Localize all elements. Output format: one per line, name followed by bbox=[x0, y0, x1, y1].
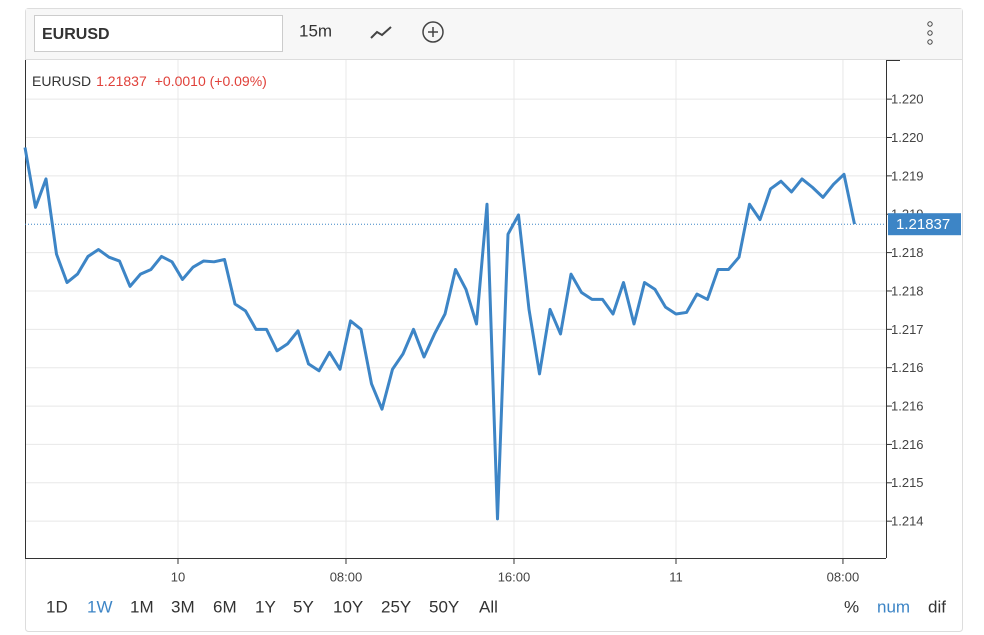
x-tick-label: 11 bbox=[669, 569, 683, 584]
y-tick-label: 1.214 bbox=[891, 514, 924, 529]
range-button[interactable]: 1M bbox=[130, 597, 154, 616]
mode-button[interactable]: dif bbox=[928, 597, 946, 616]
range-button[interactable]: 10Y bbox=[333, 597, 363, 616]
mode-button[interactable]: num bbox=[877, 597, 910, 616]
y-tick-label: 1.216 bbox=[891, 360, 924, 375]
x-tick-label: 08:00 bbox=[330, 569, 363, 584]
menu-icon[interactable] bbox=[927, 21, 933, 45]
legend: EURUSD 1.21837 +0.0010 (+0.09%) bbox=[32, 73, 267, 89]
range-bar: 1D 1W 1M 3M 6M 1Y 5Y 10Y 25Y 50Y All% num dif bbox=[46, 597, 946, 616]
range-button[interactable]: All bbox=[479, 597, 498, 616]
chart-type-icon[interactable] bbox=[370, 26, 392, 39]
x-tick-label: 08:00 bbox=[827, 569, 860, 584]
y-tick-label: 1.218 bbox=[891, 283, 924, 298]
symbol-input[interactable] bbox=[34, 15, 283, 52]
y-tick-label: 1.219 bbox=[891, 168, 924, 183]
y-tick-label: 1.220 bbox=[891, 130, 924, 145]
range-button[interactable]: 1W bbox=[87, 597, 113, 616]
x-tick-label: 10 bbox=[171, 569, 185, 584]
range-button[interactable]: 25Y bbox=[381, 597, 411, 616]
y-tick-label: 1.217 bbox=[891, 322, 924, 337]
range-button[interactable]: 6M bbox=[213, 597, 237, 616]
add-indicator-icon[interactable] bbox=[422, 21, 444, 43]
range-button[interactable]: 1D bbox=[46, 597, 68, 616]
x-tick-label: 16:00 bbox=[498, 569, 531, 584]
legend-symbol: EURUSD bbox=[32, 73, 91, 89]
plot: 1008:0016:001108:001.2201.2201.2191.2191… bbox=[23, 60, 961, 584]
legend-price: 1.21837 bbox=[96, 73, 147, 89]
range-button[interactable]: 50Y bbox=[429, 597, 459, 616]
range-button[interactable]: 1Y bbox=[255, 597, 276, 616]
range-button[interactable]: 5Y bbox=[293, 597, 314, 616]
last-price-label: 1.21837 bbox=[896, 216, 950, 233]
last-price-badge bbox=[888, 213, 961, 236]
frame bbox=[25, 8, 963, 632]
price-line bbox=[23, 147, 856, 521]
y-tick-label: 1.220 bbox=[891, 92, 924, 107]
range-button[interactable]: 3M bbox=[171, 597, 195, 616]
y-tick-label: 1.216 bbox=[891, 437, 924, 452]
y-tick-label: 1.215 bbox=[891, 475, 924, 490]
interval-button[interactable]: 15m bbox=[299, 21, 332, 40]
y-tick-label: 1.218 bbox=[891, 245, 924, 260]
y-tick-label: 1.216 bbox=[891, 399, 924, 414]
legend-change: +0.0010 (+0.09%) bbox=[155, 73, 267, 89]
mode-button[interactable]: % bbox=[844, 597, 859, 616]
symbol-text: EURUSD bbox=[42, 26, 110, 43]
